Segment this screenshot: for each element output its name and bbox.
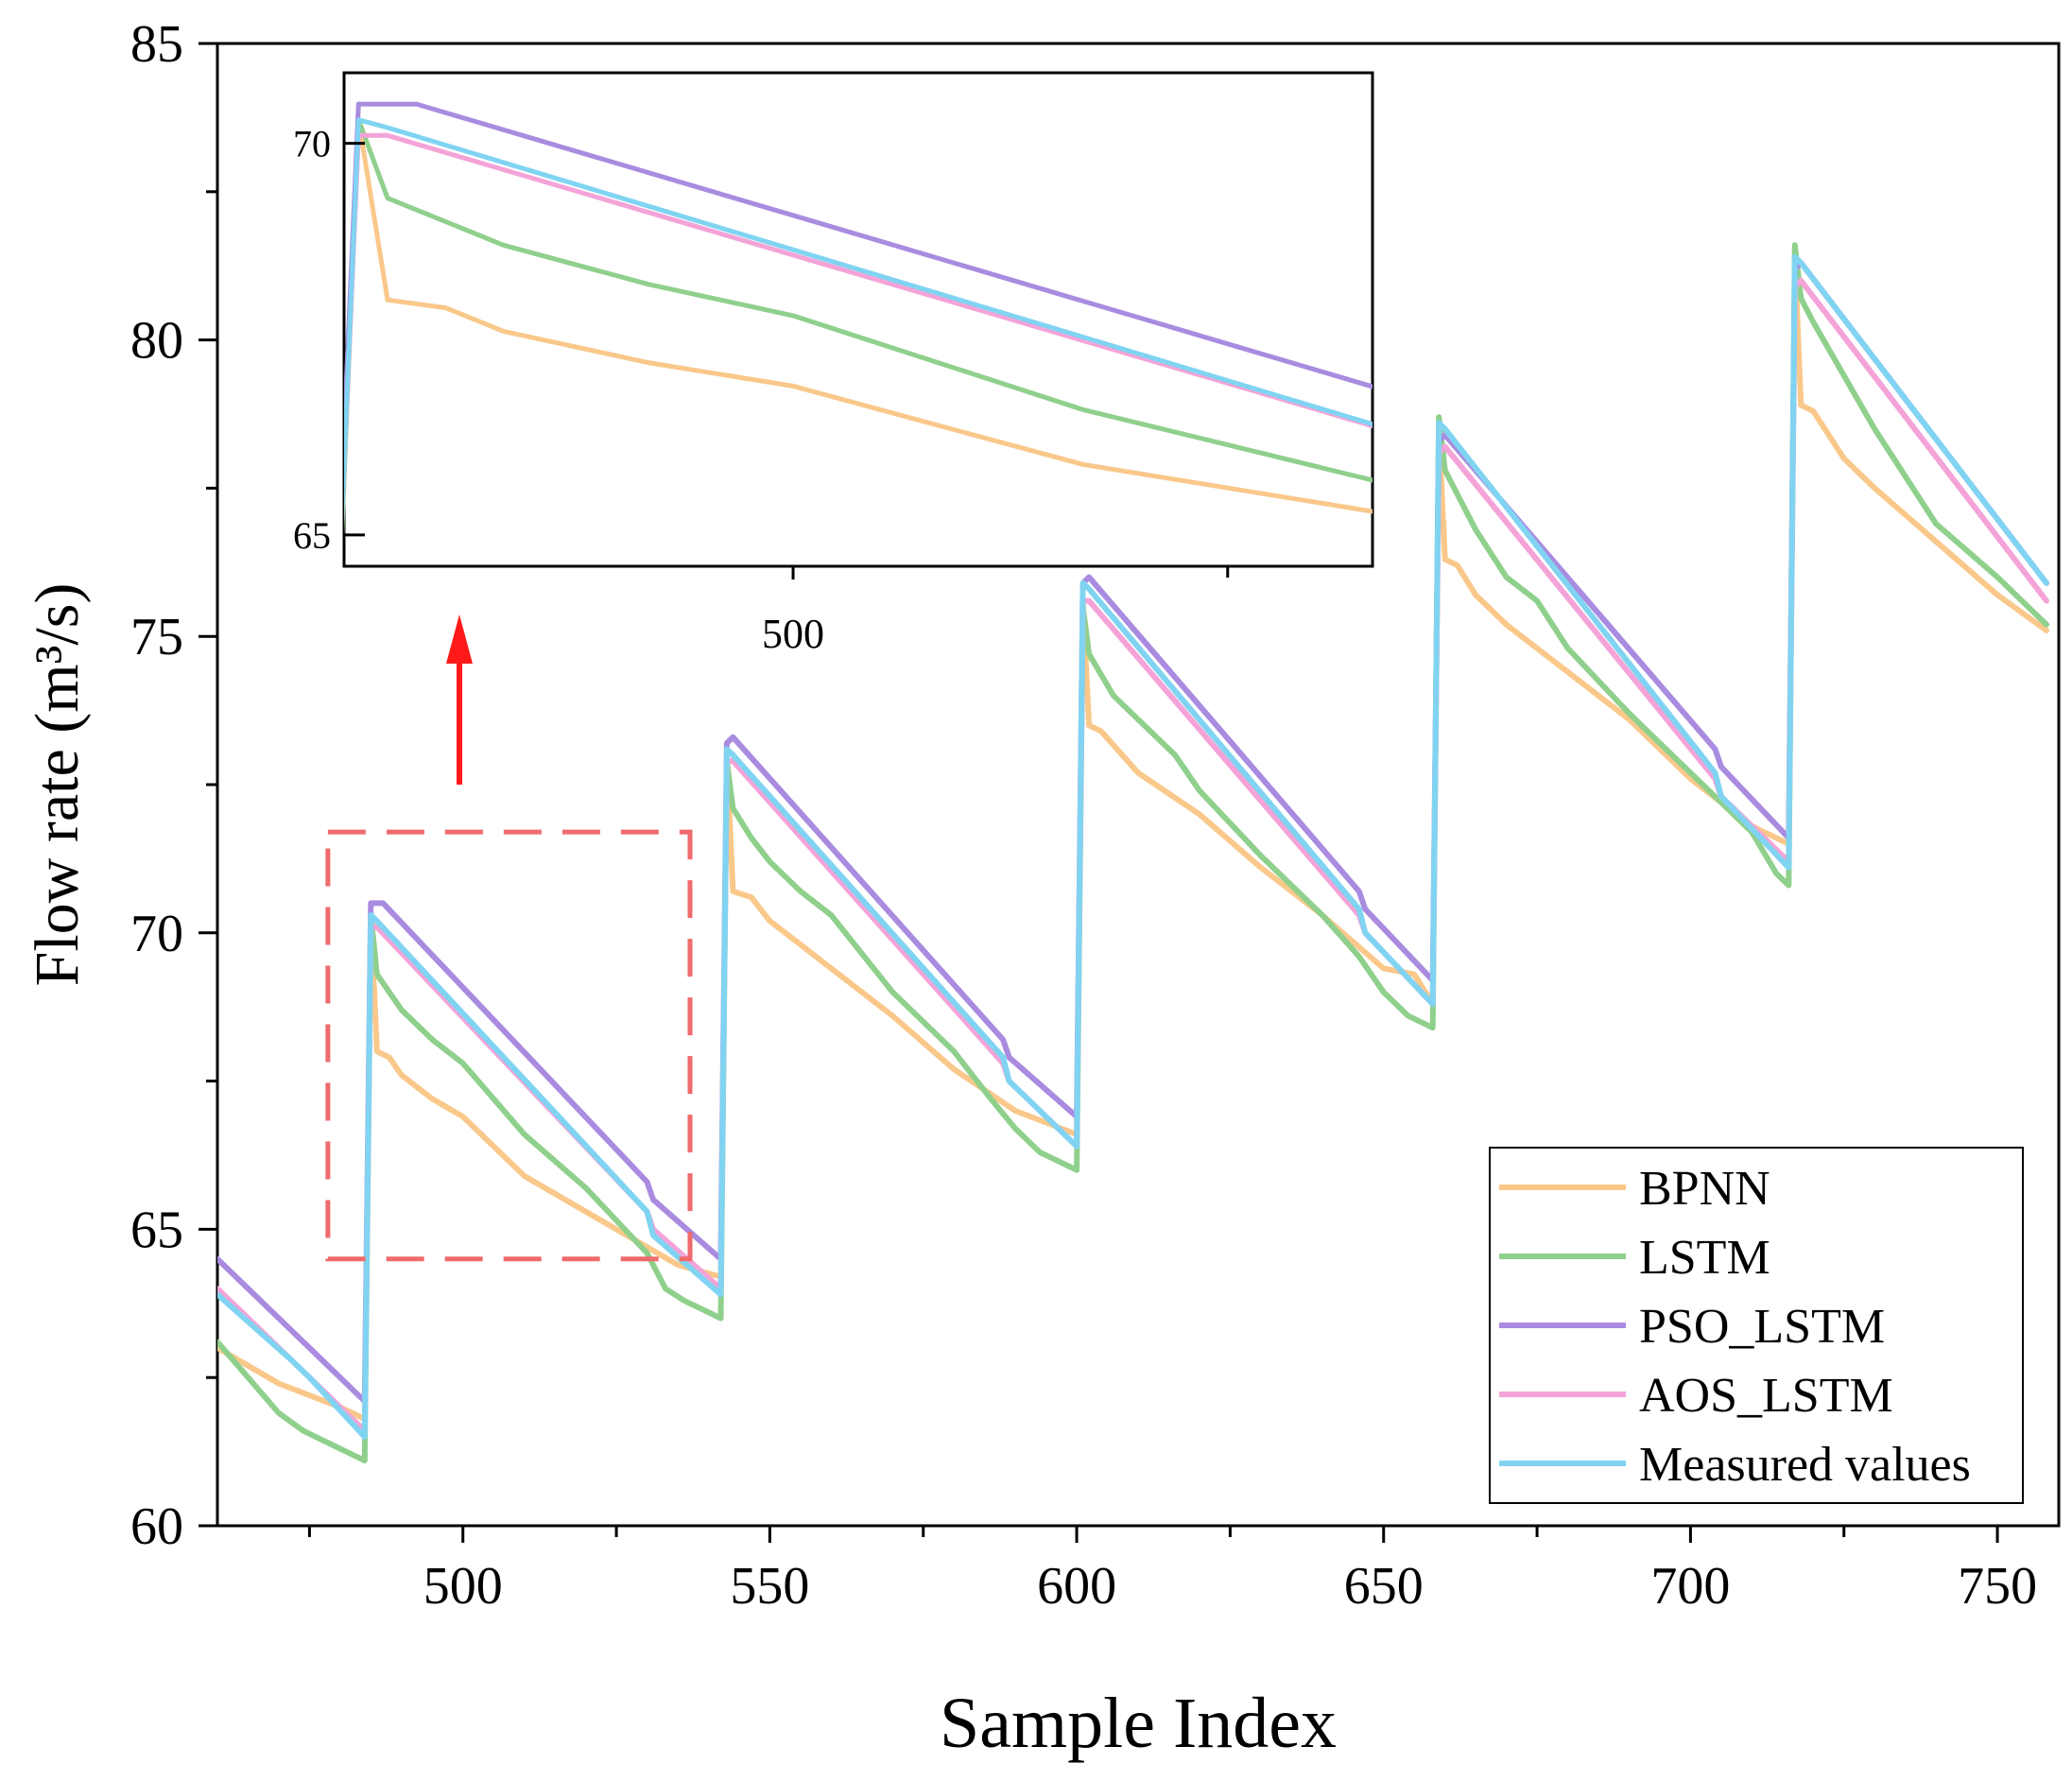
series-line-measured-values — [217, 253, 2049, 1440]
main-series — [217, 242, 2049, 1463]
x-tick-label: 750 — [1958, 1557, 2037, 1616]
inset-line-lstm — [344, 117, 1373, 540]
inset-x-tick-label: 500 — [762, 611, 824, 657]
inset-series — [344, 101, 1373, 540]
x-tick-label: 550 — [730, 1557, 809, 1616]
legend-label-measured-values: Measured values — [1639, 1438, 1971, 1492]
x-tick-label: 650 — [1344, 1557, 1424, 1616]
y-tick-label: 75 — [130, 608, 183, 666]
y-tick-label: 80 — [130, 312, 183, 371]
inset-line-pso-lstm — [344, 101, 1373, 488]
inset-line-measured-values — [344, 117, 1373, 521]
series-line-lstm — [217, 242, 2049, 1463]
inset-ticks: 500 65 70 — [293, 123, 1230, 657]
x-tick-label: 500 — [423, 1557, 503, 1616]
y-axis-title: Flow rate (m³/s) — [23, 583, 92, 987]
y-tick-label: 60 — [130, 1497, 183, 1556]
inset-line-bpnn — [344, 117, 1373, 514]
inset-line-aos-lstm — [344, 132, 1373, 524]
zoom-region-box — [325, 829, 693, 1262]
inset-y-tick-label: 65 — [293, 514, 331, 557]
legend-label-aos-lstm: AOS_LSTM — [1639, 1369, 1893, 1423]
zoom-arrow — [446, 614, 473, 785]
main-ticks: 500 550 600 650 700 750 60 65 70 75 80 85 — [130, 15, 2037, 1616]
y-tick-label: 65 — [130, 1201, 183, 1259]
legend-label-lstm: LSTM — [1639, 1231, 1770, 1285]
x-tick-label: 700 — [1650, 1557, 1730, 1616]
inset-frame — [342, 71, 1374, 568]
x-tick-label: 600 — [1037, 1557, 1116, 1616]
legend-label-pso-lstm: PSO_LSTM — [1639, 1300, 1885, 1354]
legend-label-bpnn: BPNN — [1639, 1162, 1770, 1216]
legend: BPNN LSTM PSO_LSTM AOS_LSTM Measured values — [1499, 1162, 1971, 1492]
y-tick-label: 70 — [130, 905, 183, 963]
y-tick-label: 85 — [130, 15, 183, 74]
inset-y-tick-label: 70 — [293, 123, 331, 165]
x-axis-title: Sample Index — [940, 1684, 1337, 1763]
